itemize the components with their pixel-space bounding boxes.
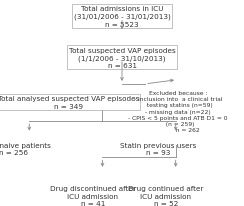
Text: Statin naive patients
n = 256: Statin naive patients n = 256 bbox=[0, 142, 51, 156]
Text: Total suspected VAP episodes
(1/1/2006 - 31/10/2013)
n = 631: Total suspected VAP episodes (1/1/2006 -… bbox=[69, 47, 175, 69]
Text: Total analysed suspected VAP episodes
n = 349: Total analysed suspected VAP episodes n … bbox=[0, 96, 139, 109]
Text: Drug discontinued after
ICU admission
n = 41: Drug discontinued after ICU admission n … bbox=[50, 185, 136, 206]
Text: Drug continued after
ICU admission
n = 52: Drug continued after ICU admission n = 5… bbox=[128, 185, 204, 206]
Text: Statin previous users
n = 93: Statin previous users n = 93 bbox=[120, 142, 197, 156]
Text: Excluded because :
- inclusion into  a clinical trial
  testing statins (n=59)
-: Excluded because : - inclusion into a cl… bbox=[128, 91, 228, 133]
Text: Total admissions in ICU
(31/01/2006 - 31/01/2013)
n = 5523: Total admissions in ICU (31/01/2006 - 31… bbox=[74, 6, 170, 28]
